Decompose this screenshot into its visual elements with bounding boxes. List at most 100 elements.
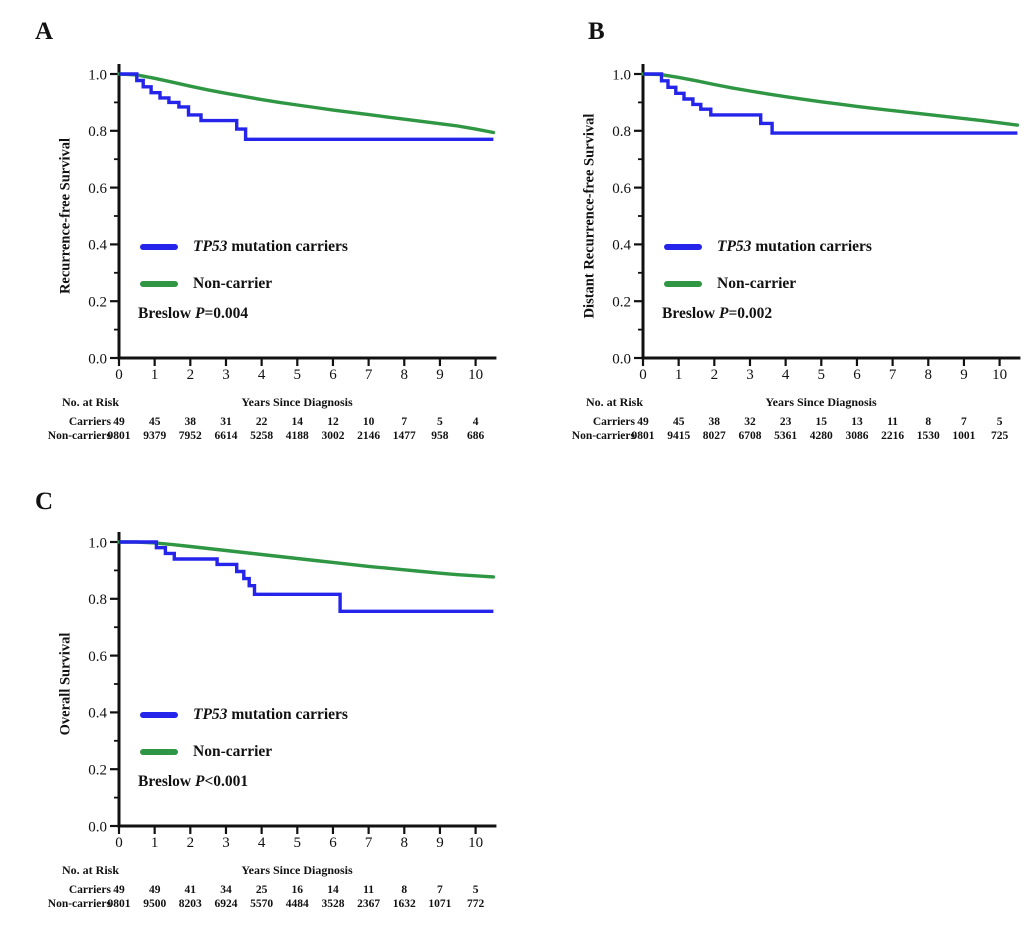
risk-value: 2367 (357, 898, 381, 910)
x-tick-label: 10 (468, 367, 483, 383)
risk-row-label: Carriers (68, 416, 111, 428)
risk-value: 11 (887, 416, 899, 428)
y-tick-label: 0.2 (88, 294, 107, 310)
y-tick-label: 0.6 (612, 181, 631, 197)
risk-row-label: Non-carriers (571, 430, 635, 442)
risk-value: 3528 (321, 898, 345, 910)
x-axis-title: Years Since Diagnosis (241, 395, 353, 409)
risk-table-title: No. at Risk (62, 863, 120, 877)
x-tick-label: 4 (258, 367, 266, 383)
risk-value: 4280 (809, 430, 833, 442)
y-tick-label: 1.0 (88, 535, 107, 551)
risk-value: 1477 (392, 430, 416, 442)
y-tick-label: 0.4 (88, 706, 107, 722)
risk-row-non-carriers: Non-carriers 9801 9379 7952 6614 5258 4188 3002… (0, 430, 516, 444)
risk-value: 8 (401, 884, 408, 896)
x-tick-label: 4 (782, 367, 790, 383)
non-carrier-curve (117, 72, 496, 135)
legend-item-noncarrier: Non-carrier (140, 741, 348, 762)
risk-value: 772 (466, 898, 485, 910)
legend-label-noncarrier: Non-carrier (717, 274, 797, 292)
legend-label-noncarrier: Non-carrier (193, 274, 273, 292)
risk-value: 49 (113, 884, 125, 896)
risk-value: 686 (466, 430, 485, 442)
risk-row-carriers: Carriers 49 49 41 34 25 16 14 11 8 7 5 (0, 884, 516, 898)
risk-value: 13 (851, 416, 863, 428)
y-tick-label: 0.2 (612, 294, 631, 310)
risk-value: 7 (961, 416, 967, 428)
x-tick-label: 10 (992, 367, 1007, 383)
x-tick-label: 5 (818, 367, 826, 383)
pvalue-text: Breslow P=0.002 (662, 305, 773, 322)
x-tick-label: 0 (639, 367, 647, 383)
km-plot-c: 1.0 0.8 0.6 0.4 0.2 0.0 0 1 2 3 4 5 6 7 8 9 10 (88, 532, 497, 851)
risk-value: 8027 (702, 430, 726, 442)
y-tick-label: 0.2 (88, 762, 107, 778)
risk-value: 9379 (143, 430, 167, 442)
x-tick-label: 9 (436, 835, 444, 851)
risk-value: 4 (472, 416, 479, 428)
y-tick-label: 0.0 (88, 819, 107, 835)
risk-value: 45 (672, 416, 685, 428)
risk-value: 7952 (178, 430, 202, 442)
legend-item-carriers: TP53 mutation carriers (140, 236, 348, 257)
carriers-line-swatch (140, 711, 178, 718)
panel-letter-c: C (35, 488, 54, 515)
risk-value: 10 (362, 416, 375, 428)
risk-value: 2146 (357, 430, 381, 442)
risk-value: 725 (990, 430, 1009, 442)
risk-value: 15 (815, 416, 828, 428)
x-tick-label: 3 (746, 367, 754, 383)
risk-row-carriers: Carriers 49 45 38 31 22 14 12 10 7 5 4 (0, 416, 516, 430)
y-tick-label: 1.0 (88, 67, 107, 83)
x-tick-label: 3 (222, 835, 230, 851)
risk-value: 7 (401, 416, 408, 428)
x-axis-title: Years Since Diagnosis (241, 863, 353, 877)
noncarrier-line-swatch (140, 280, 178, 287)
risk-value: 5 (437, 416, 443, 428)
risk-table: Carriers 49 49 41 34 25 16 14 11 8 7 5 Non-carriers 9… (0, 468, 516, 930)
y-tick-label: 0.6 (88, 181, 107, 197)
x-tick-label: 8 (401, 835, 409, 851)
x-tick-label: 1 (151, 367, 159, 383)
risk-value: 9415 (667, 430, 691, 442)
risk-row-non-carriers: Non-carriers 9801 9500 8203 6924 5570 4484 3528… (0, 898, 516, 912)
risk-value: 16 (291, 884, 304, 896)
risk-value: 7 (437, 884, 443, 896)
risk-value: 49 (113, 416, 125, 428)
risk-value: 31 (220, 416, 232, 428)
x-axis-title: Years Since Diagnosis (765, 395, 877, 409)
risk-value: 14 (327, 884, 339, 896)
risk-value: 41 (184, 884, 197, 896)
risk-value: 5258 (250, 430, 274, 442)
y-tick-label: 0.4 (88, 238, 107, 254)
x-tick-label: 4 (258, 835, 266, 851)
risk-value: 3086 (845, 430, 869, 442)
panel-letter-a: A (35, 18, 54, 45)
risk-value: 34 (220, 884, 232, 896)
panel-b: B Distant Recurrence-free Survival 1.0 0.… (516, 0, 1032, 462)
carriers-curve (119, 540, 494, 613)
risk-value: 49 (148, 884, 161, 896)
risk-value: 6924 (214, 898, 238, 910)
noncarrier-line-swatch (664, 280, 702, 287)
panel-letter-b: B (588, 18, 606, 45)
risk-row-non-carriers: Non-carriers 9801 9415 8027 6708 5361 4280 3086… (516, 430, 1032, 444)
y-tick-label: 0.4 (612, 238, 631, 254)
y-tick-label: 0.6 (88, 649, 107, 665)
legend-label-noncarrier: Non-carrier (193, 742, 273, 760)
x-tick-label: 5 (294, 835, 302, 851)
risk-row-label: Non-carriers (47, 898, 111, 910)
km-plot-a: 1.0 0.8 0.6 0.4 0.2 0.0 0 1 2 3 4 5 6 7 8 9 10 (88, 64, 497, 383)
risk-value: 25 (255, 884, 268, 896)
non-carrier-curve (641, 72, 1020, 127)
risk-value: 11 (363, 884, 375, 896)
legend-item-carriers: TP53 mutation carriers (664, 236, 872, 257)
legend: TP53 mutation carriers Non-carrier (140, 704, 348, 778)
risk-value: 6614 (214, 430, 238, 442)
x-tick-label: 6 (329, 835, 337, 851)
legend-label-carriers: TP53 mutation carriers (193, 705, 348, 723)
risk-value: 9801 (107, 430, 131, 442)
y-tick-label: 0.8 (88, 592, 107, 608)
x-tick-label: 2 (187, 835, 195, 851)
